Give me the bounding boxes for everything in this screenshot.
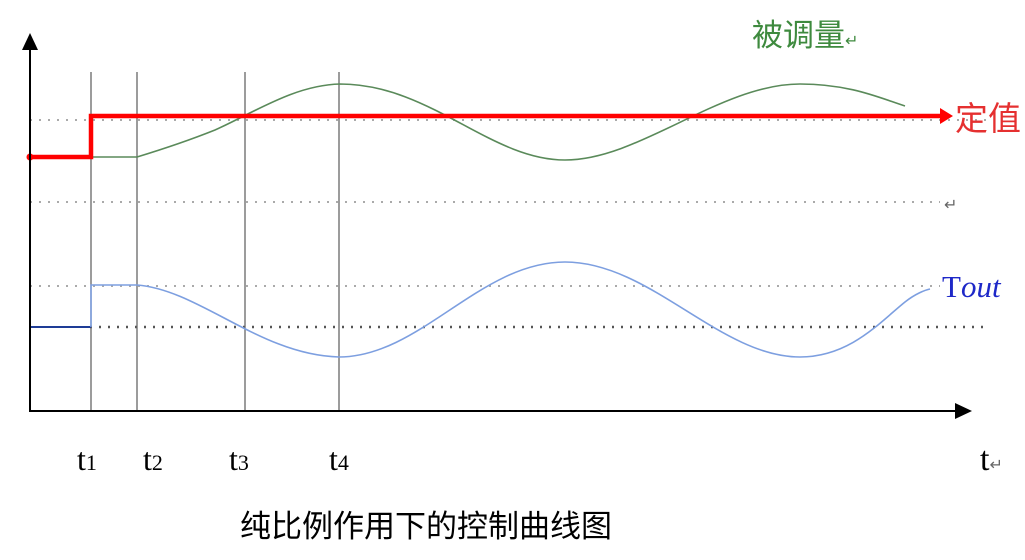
controlled-variable-label-text: 被调量: [752, 18, 845, 54]
t2-label: t2: [143, 441, 163, 477]
output-label-T: T: [942, 269, 961, 304]
output-curve: [90, 261, 931, 358]
t2-label-base: t: [143, 441, 152, 477]
output-label: Tout: [942, 269, 1002, 304]
time-axis-label: t↵: [980, 441, 1003, 478]
setpoint-label: 定值: [955, 99, 1021, 138]
t3-label-base: t: [229, 441, 238, 477]
time-axis-label-t: t: [980, 441, 990, 478]
t4-label-sub: 4: [338, 450, 349, 475]
t3-label: t3: [229, 441, 249, 477]
t1-label-sub: 1: [86, 450, 97, 475]
t4-label-base: t: [329, 441, 338, 477]
t1-label: t1: [77, 441, 97, 477]
time-axis-return-mark: ↵: [989, 455, 1002, 474]
controlled-variable-return-mark: ↵: [845, 31, 858, 50]
controlled-variable-label: 被调量↵: [752, 18, 858, 54]
t4-label: t4: [329, 441, 349, 477]
setpoint-arrowhead: [940, 108, 953, 124]
y-axis-arrowhead: [22, 33, 38, 50]
diagram-caption: 纯比例作用下的控制曲线图: [240, 509, 612, 545]
x-axis-arrowhead: [955, 403, 972, 419]
t2-label-sub: 2: [152, 450, 163, 475]
controlled-variable-curve: [91, 83, 906, 161]
t3-label-sub: 3: [238, 450, 249, 475]
setpoint-step-line: [28, 113, 940, 160]
t1-label-base: t: [77, 441, 86, 477]
output-label-out: out: [961, 269, 1002, 304]
return-mark-mid: ↵: [944, 195, 957, 214]
